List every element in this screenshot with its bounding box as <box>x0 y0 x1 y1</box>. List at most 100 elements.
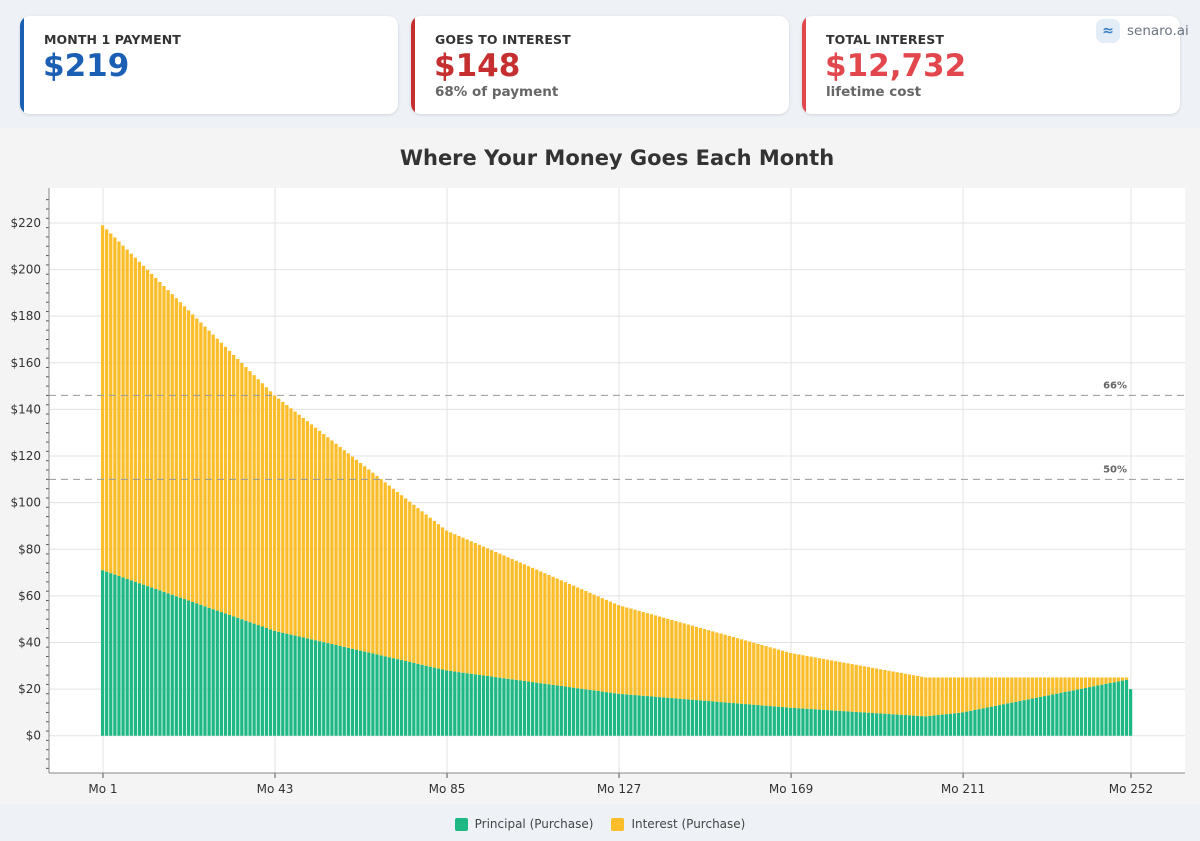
bar-interest <box>633 609 637 696</box>
bar-interest <box>289 408 293 635</box>
bar-principal <box>928 715 932 736</box>
bar-principal <box>281 632 285 736</box>
bar-interest <box>432 520 436 668</box>
x-tick-label: Mo 85 <box>429 782 466 796</box>
bar-interest <box>703 629 707 701</box>
bar-interest <box>862 666 867 713</box>
bar-principal <box>129 580 133 736</box>
bar-principal <box>936 715 940 736</box>
bar-interest <box>330 440 334 645</box>
bar-interest <box>571 585 576 688</box>
bar-principal <box>436 668 441 736</box>
bar-interest <box>821 658 826 710</box>
y-tick-label: $80 <box>18 542 41 556</box>
bar-principal <box>641 695 645 736</box>
bar-principal <box>227 614 232 736</box>
bar-principal <box>215 610 219 736</box>
bar-interest <box>850 664 854 712</box>
bar-interest <box>993 677 998 706</box>
bar-interest <box>776 649 781 707</box>
bar-principal <box>481 675 486 736</box>
bar-principal <box>662 697 666 736</box>
bar-interest <box>358 463 363 651</box>
bar-interest <box>604 599 608 693</box>
bar-principal <box>207 607 211 736</box>
bar-principal <box>1006 703 1010 736</box>
bar-interest <box>178 302 183 598</box>
bar-interest <box>879 669 883 714</box>
bar-principal <box>146 586 150 736</box>
bar-interest <box>326 437 330 644</box>
bar-principal <box>256 625 260 736</box>
bar-interest <box>399 495 404 661</box>
bar-principal <box>629 694 633 736</box>
legend-item-interest[interactable]: Interest (Purchase) <box>611 817 745 831</box>
bar-principal <box>506 678 510 736</box>
bar-interest <box>936 677 940 716</box>
bar-principal <box>719 702 723 736</box>
bar-interest <box>625 607 629 695</box>
bar-interest <box>395 491 400 660</box>
bar-principal <box>645 696 649 736</box>
bar-interest <box>617 605 621 694</box>
bar-interest <box>297 414 301 637</box>
legend-item-principal[interactable]: Principal (Purchase) <box>454 817 593 831</box>
bar-interest <box>285 405 289 634</box>
bar-principal <box>805 708 809 736</box>
bar-principal <box>240 619 244 736</box>
y-tick-label: $160 <box>10 356 41 370</box>
bar-interest <box>944 677 948 715</box>
bar-interest <box>272 395 277 631</box>
bar-interest <box>387 485 391 658</box>
bar-principal <box>600 691 604 736</box>
bar-principal <box>1063 692 1067 736</box>
bar-principal <box>608 692 613 736</box>
bar-interest <box>1079 677 1084 689</box>
bar-interest <box>502 555 506 679</box>
bar-interest <box>416 508 420 664</box>
bar-principal <box>723 702 727 736</box>
bar-interest <box>440 527 445 670</box>
bar-principal <box>330 644 334 736</box>
bar-principal <box>113 574 117 736</box>
bar-principal <box>1092 686 1096 736</box>
bar-principal <box>875 713 879 736</box>
bar-interest <box>551 576 555 685</box>
bar-interest <box>113 237 117 575</box>
bar-principal <box>535 682 539 736</box>
bar-principal <box>1047 695 1051 736</box>
bar-principal <box>567 687 572 736</box>
bar-interest <box>449 532 453 672</box>
bar-principal <box>109 573 113 736</box>
bar-principal <box>551 684 555 736</box>
bar-principal <box>858 712 862 736</box>
summary-cards: MONTH 1 PAYMENT $219 GOES TO INTEREST $1… <box>20 16 1180 114</box>
bar-principal <box>191 601 195 736</box>
bar-principal <box>555 685 559 736</box>
bar-principal <box>469 673 473 736</box>
brand-logo[interactable]: ≈ senaro.ai <box>1096 18 1189 44</box>
bar-interest <box>1038 677 1043 697</box>
bar-principal <box>326 643 330 736</box>
bar-principal <box>961 712 965 736</box>
bar-principal <box>965 711 969 736</box>
bar-principal <box>915 715 920 736</box>
bar-interest <box>305 421 310 639</box>
bar-interest <box>805 655 809 709</box>
bar-interest <box>199 322 203 605</box>
bar-principal <box>1030 698 1034 736</box>
bar-interest <box>973 677 977 710</box>
bar-interest <box>1071 677 1075 691</box>
bar-principal <box>1116 681 1120 736</box>
bar-interest <box>887 670 891 715</box>
bar-principal <box>731 703 735 736</box>
bar-principal <box>1018 700 1022 736</box>
bar-interest <box>428 517 432 667</box>
bar-interest <box>191 314 195 602</box>
bar-principal <box>854 711 858 736</box>
bar-principal <box>174 596 178 736</box>
bar-principal <box>1087 687 1092 736</box>
bar-principal <box>895 714 899 736</box>
x-tick-label: Mo 1 <box>88 782 117 796</box>
bar-interest <box>1124 677 1129 680</box>
